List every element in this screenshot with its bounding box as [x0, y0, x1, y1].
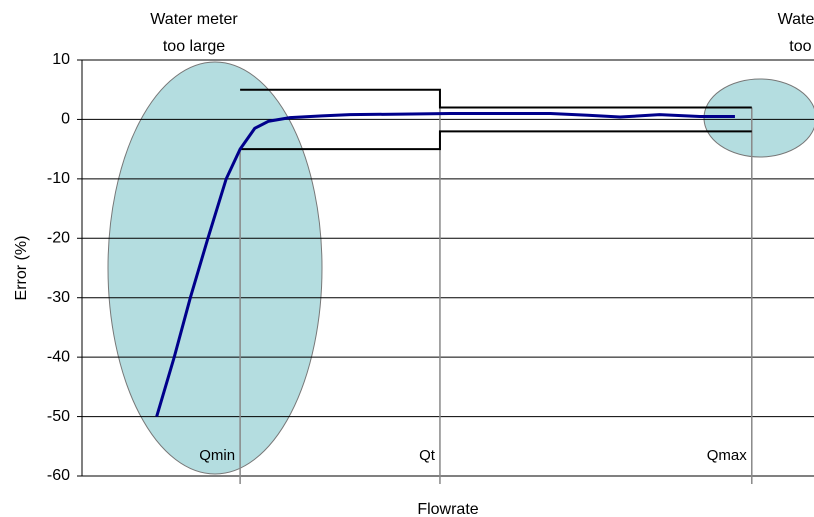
annotation: Water meter [150, 11, 238, 28]
y-tick-label: -20 [47, 230, 70, 247]
y-axis-label: Error (%) [13, 236, 30, 301]
marker-label: Qt [419, 447, 436, 464]
y-tick-label: 0 [61, 111, 70, 128]
lower-limit [240, 130, 752, 151]
y-tick-label: -60 [47, 467, 70, 484]
upper-limit [240, 88, 752, 109]
annotation: too small [789, 38, 814, 55]
y-tick-label: -10 [47, 170, 70, 187]
annotation: too large [163, 38, 225, 55]
y-tick-label: 10 [52, 51, 70, 68]
x-axis-label: Flowrate [417, 501, 478, 517]
line-series [155, 111, 735, 417]
y-tick-label: -50 [47, 408, 70, 425]
marker-label: Qmax [707, 447, 748, 464]
ellipse-large [107, 61, 323, 475]
marker-label: Qmin [199, 447, 235, 464]
y-tick-label: -30 [47, 289, 70, 306]
y-tick-label: -40 [47, 348, 70, 365]
annotation: Water meter [778, 11, 814, 28]
ellipse-small [703, 78, 814, 158]
